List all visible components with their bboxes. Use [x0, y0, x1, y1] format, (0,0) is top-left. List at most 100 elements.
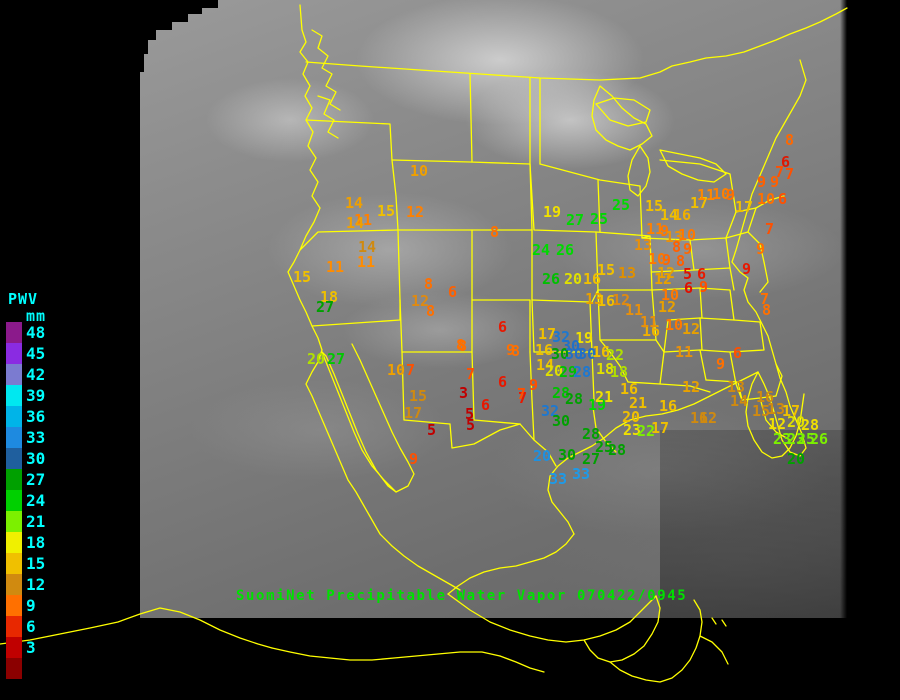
pwv-station-value: 7 [760, 290, 770, 308]
colorbar-tick-label: 3 [26, 638, 36, 657]
pwv-station-value: 17 [651, 419, 670, 437]
colorbar-swatch [6, 364, 22, 385]
pwv-station-value: 7 [765, 220, 775, 238]
colorbar-swatch [6, 406, 22, 427]
colorbar-tick-label: 27 [26, 470, 46, 489]
colorbar-swatch [6, 595, 22, 616]
pwv-station-value: 14 [358, 238, 377, 256]
colorbar-tick-label: 30 [26, 449, 46, 468]
pwv-station-value: 28 [582, 425, 601, 443]
pwv-station-value: 14 [660, 206, 679, 224]
pwv-station-value: 21 [629, 394, 648, 412]
pwv-station-value: 11 [326, 258, 345, 276]
pwv-station-value: 6 [448, 283, 458, 301]
pwv-station-value: 8 [672, 238, 682, 256]
colorbar-units: mm [26, 307, 47, 325]
border-state [391, 159, 531, 165]
colorbar-swatch [6, 637, 22, 658]
border-state [299, 229, 399, 251]
border-state [401, 229, 473, 353]
pwv-station-value: 27 [566, 211, 585, 229]
border-state [627, 381, 711, 393]
colorbar-tick-label: 48 [26, 323, 46, 342]
pwv-station-value: 20 [533, 447, 552, 465]
colorbar-swatch [6, 427, 22, 448]
pwv-station-value: 12 [768, 415, 787, 433]
pwv-station-value: 28 [608, 441, 627, 459]
scan-edge-step [140, 54, 144, 72]
colorbar-tick-label: 9 [26, 596, 36, 615]
pwv-station-value: 6 [498, 373, 508, 391]
coastline-pacific-mexico [499, 655, 545, 673]
pwv-station-value: 10 [410, 162, 429, 180]
pwv-station-value: 19 [588, 396, 607, 414]
pwv-station-value: 11 [675, 343, 694, 361]
pwv-station-value: 16 [620, 380, 639, 398]
pwv-station-value: 15 [377, 202, 396, 220]
pwv-station-value: 26 [542, 270, 561, 288]
pwv-station-value: 15 [409, 387, 428, 405]
border-state [759, 261, 769, 293]
border-state [775, 363, 783, 397]
coastline-gulf-mexico-south [0, 607, 273, 649]
border-state [529, 77, 533, 231]
border-state [529, 351, 535, 441]
pwv-station-value: 23 [773, 430, 792, 448]
border-state [591, 399, 617, 453]
coastline-gulf-of-california [351, 343, 415, 493]
pwv-station-value: 33 [549, 470, 568, 488]
pwv-station-value: 9 [683, 240, 693, 258]
border-state [759, 397, 791, 441]
pwv-station-value: 25 [595, 438, 614, 456]
border-state [699, 319, 765, 353]
pwv-station-value: 13 [665, 228, 684, 246]
pwv-station-value: 13 [585, 290, 604, 308]
pwv-station-value: 12 [699, 409, 718, 427]
border-state [531, 299, 593, 353]
pwv-station-value: 18 [610, 363, 629, 381]
coastline-inlets [311, 29, 341, 111]
pwv-station-value: 16 [592, 343, 611, 361]
coastline-gulf [547, 371, 759, 535]
pwv-station-value: 6 [684, 279, 694, 297]
colorbar-swatch [6, 616, 22, 637]
pwv-station-value: 7 [517, 385, 527, 403]
pwv-station-value: 16 [659, 397, 678, 415]
pwv-station-value: 16 [642, 322, 661, 340]
pwv-station-value: 12 [682, 320, 701, 338]
pwv-station-value: 6 [481, 396, 491, 414]
pwv-station-value: 25 [612, 196, 631, 214]
border-state [469, 73, 473, 163]
satellite-image [140, 0, 847, 618]
pwv-station-value: 3 [459, 384, 469, 402]
coastline-florida [745, 371, 805, 459]
pwv-station-value: 7 [466, 365, 476, 383]
pwv-station-value: 12 [612, 291, 631, 309]
colorbar-swatch [6, 385, 22, 406]
pwv-station-value: 26 [810, 430, 829, 448]
pwv-station-value: 9 [756, 240, 766, 258]
colorbar-swatch [6, 574, 22, 595]
pwv-station-value: 8 [424, 275, 434, 293]
pwv-station-value: 11 [625, 301, 644, 319]
pwv-station-value: 28 [552, 384, 571, 402]
pwv-station-value: 9 [770, 173, 780, 191]
pwv-station-value: 7 [785, 165, 795, 183]
colorbar-swatch [6, 490, 22, 511]
coastline-isthmus [271, 647, 501, 661]
pwv-station-value: 20 [787, 413, 806, 431]
pwv-station-value: 26 [556, 241, 575, 259]
border-state [519, 423, 557, 467]
pwv-station-value: 9 [716, 355, 726, 373]
pwv-station-value: 11 [646, 220, 665, 238]
pwv-station-value: 23 [787, 430, 806, 448]
border-state [471, 351, 521, 425]
pwv-station-value: 27 [327, 350, 346, 368]
pwv-station-value: 13 [634, 236, 653, 254]
pwv-station-value: 15 [293, 268, 312, 286]
pwv-station-value: 13 [618, 264, 637, 282]
product-caption: SuomiNet Precipitable Water Vapor 070422… [236, 588, 688, 604]
pwv-station-value: 8 [426, 302, 436, 320]
border-us-canada [305, 7, 848, 81]
pwv-station-value: 9 [660, 222, 670, 240]
